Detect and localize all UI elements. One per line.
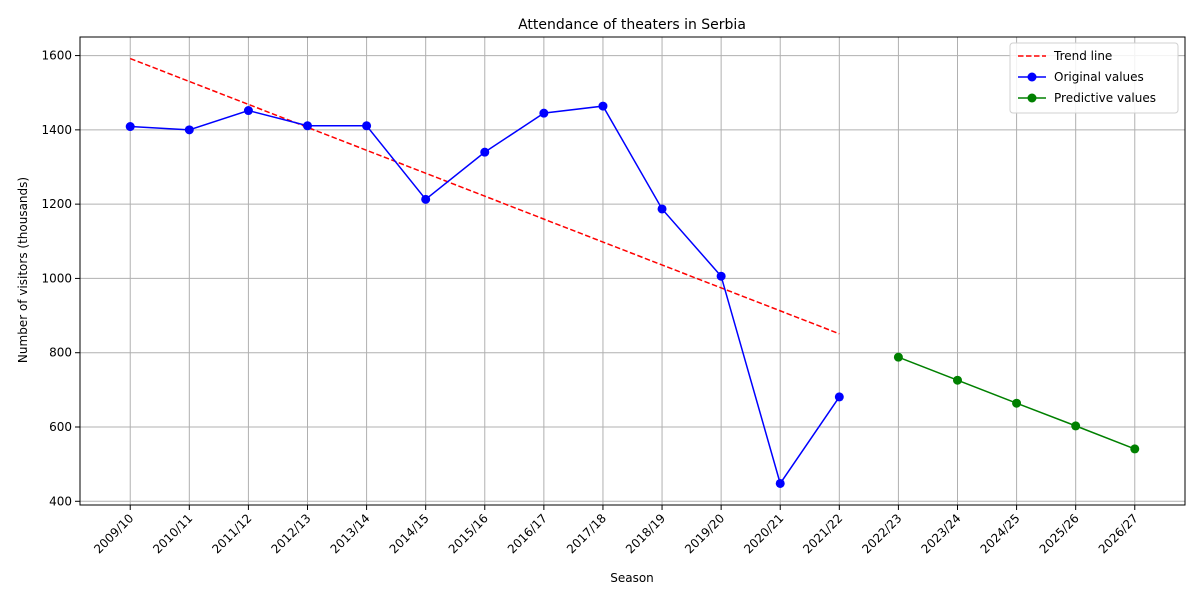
- series-line-0: [129, 57, 840, 335]
- y-tick-label: 1400: [41, 123, 72, 137]
- data-point: [125, 122, 135, 132]
- legend-marker-1: [1027, 72, 1037, 82]
- legend-label-2: Predictive values: [1054, 91, 1156, 105]
- y-tick-label: 1000: [41, 271, 72, 285]
- data-point: [953, 375, 962, 385]
- y-tick-label: 400: [49, 494, 72, 508]
- x-tick-label: 2012/13: [268, 511, 313, 556]
- data-point: [834, 392, 844, 402]
- data-point: [480, 147, 490, 157]
- plot-frame: [79, 36, 1186, 506]
- data-point: [362, 121, 372, 131]
- data-point: [893, 352, 903, 362]
- legend: Trend line Original values Predictive valu…: [1009, 42, 1179, 114]
- data-point: [1071, 421, 1081, 431]
- y-tick-label: 800: [49, 346, 72, 360]
- legend-marker-2: [1027, 93, 1037, 103]
- chart-title: Attendance of theaters in Serbia: [518, 17, 746, 33]
- data-point: [1130, 444, 1140, 454]
- x-tick-label: 2015/16: [446, 511, 491, 556]
- x-tick-label: 2025/26: [1037, 511, 1082, 556]
- y-tick-label: 1200: [41, 197, 72, 211]
- x-tick-label: 2018/19: [623, 511, 668, 556]
- x-tick-label: 2013/14: [328, 511, 373, 556]
- x-tick-label: 2019/20: [682, 511, 727, 556]
- x-tick-label: 2016/17: [505, 511, 550, 556]
- grid: [80, 37, 1185, 505]
- x-axis: 2009/10 2010/11 2011/12 2012/13 2013/14 2014/…: [91, 505, 1141, 556]
- x-tick-label: 2014/15: [387, 511, 432, 556]
- x-tick-label: 2011/12: [209, 511, 254, 556]
- y-tick-label: 600: [49, 420, 72, 434]
- x-axis-label: Season: [610, 571, 654, 585]
- data-point: [539, 108, 549, 118]
- y-axis: 400 600 800 1000 1200 1400 1600: [41, 49, 80, 508]
- x-tick-label: 2022/23: [859, 511, 904, 556]
- x-tick-label: 2026/27: [1096, 511, 1141, 556]
- data-point: [243, 106, 253, 116]
- data-point: [716, 271, 726, 281]
- x-tick-label: 2017/18: [564, 511, 609, 556]
- series-layer: [125, 57, 1140, 488]
- data-point: [1012, 398, 1022, 408]
- x-tick-label: 2021/22: [800, 511, 845, 556]
- x-tick-label: 2009/10: [91, 511, 136, 556]
- data-point: [303, 121, 312, 131]
- data-point: [657, 204, 667, 214]
- data-point: [598, 101, 608, 111]
- x-tick-label: 2010/11: [150, 511, 195, 556]
- y-tick-label: 1600: [41, 49, 72, 63]
- legend-label-1: Original values: [1054, 70, 1144, 84]
- x-tick-label: 2020/21: [741, 511, 786, 556]
- x-tick-label: 2023/24: [918, 511, 963, 556]
- x-tick-label: 2024/25: [978, 511, 1023, 556]
- y-axis-label: Number of visitors (thousands): [16, 177, 30, 363]
- data-point: [421, 194, 431, 204]
- data-point: [775, 478, 785, 488]
- legend-label-0: Trend line: [1053, 49, 1112, 63]
- legend-box: [1009, 42, 1179, 114]
- data-point: [184, 125, 194, 135]
